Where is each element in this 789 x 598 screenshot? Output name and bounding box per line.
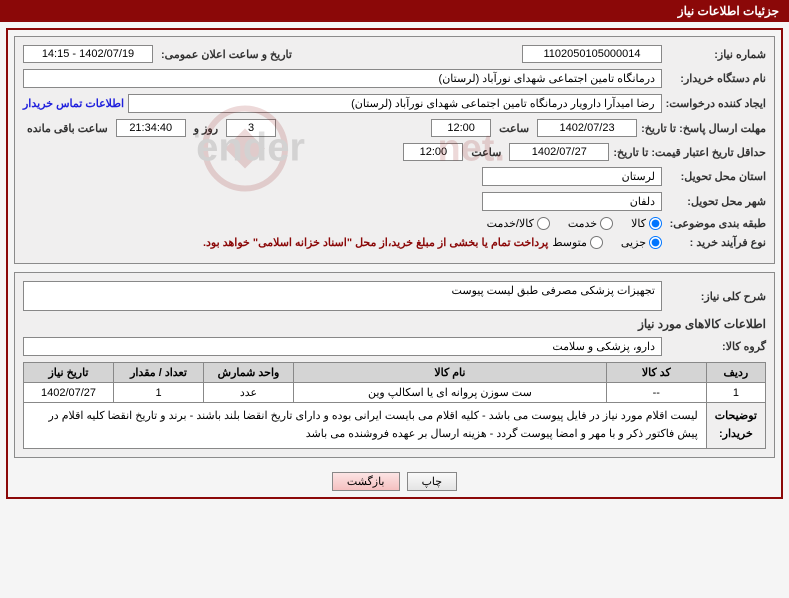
radio-service[interactable]: خدمت xyxy=(568,217,613,230)
countdown-timer: 21:34:40 xyxy=(116,119,186,137)
th-code: کد کالا xyxy=(606,363,706,383)
summary-label: شرح کلی نیاز: xyxy=(666,290,766,303)
deadline-label: مهلت ارسال پاسخ: تا تاریخ: xyxy=(641,122,766,135)
info-panel: AriaTender.net شماره نیاز: 1102050105000… xyxy=(14,36,775,264)
contact-link[interactable]: اطلاعات تماس خریدار xyxy=(23,97,124,110)
remaining-label: ساعت باقی مانده xyxy=(23,122,112,135)
radio-gs-input[interactable] xyxy=(537,217,550,230)
valid-time: 12:00 xyxy=(403,143,463,161)
buyer-org-label: نام دستگاه خریدار: xyxy=(666,72,766,85)
need-no: 1102050105000014 xyxy=(522,45,662,63)
th-date: تاریخ نیاز xyxy=(24,363,114,383)
deadline-date: 1402/07/23 xyxy=(537,119,637,137)
buyer-desc-label: توضیحات خریدار: xyxy=(706,403,765,449)
category-radio-group: کالا خدمت کالا/خدمت xyxy=(487,217,662,230)
cell-qty: 1 xyxy=(114,383,204,403)
city: دلفان xyxy=(482,192,662,211)
valid-time-label: ساعت xyxy=(467,146,505,159)
announce-label: تاریخ و ساعت اعلان عمومی: xyxy=(157,48,296,61)
main-container: AriaTender.net شماره نیاز: 1102050105000… xyxy=(6,28,783,499)
need-no-label: شماره نیاز: xyxy=(666,48,766,61)
back-button[interactable]: بازگشت xyxy=(332,472,400,491)
items-table: ردیف کد کالا نام کالا واحد شمارش تعداد /… xyxy=(23,362,766,449)
summary-text: تجهیزات پزشکی مصرفی طبق لیست پیوست xyxy=(23,281,662,311)
radio-medium[interactable]: متوسط xyxy=(552,236,603,249)
summary-panel: شرح کلی نیاز: تجهیزات پزشکی مصرفی طبق لی… xyxy=(14,272,775,458)
button-bar: چاپ بازگشت xyxy=(14,466,775,491)
city-label: شهر محل تحویل: xyxy=(666,195,766,208)
print-button[interactable]: چاپ xyxy=(407,472,458,491)
requester-label: ایجاد کننده درخواست: xyxy=(666,97,766,110)
radio-service-input[interactable] xyxy=(600,217,613,230)
buyer-org: درمانگاه تامین اجتماعی شهدای نورآباد (لر… xyxy=(23,69,662,88)
table-row: 1 -- ست سوزن پروانه ای یا اسکالپ وین عدد… xyxy=(24,383,766,403)
requester: رضا امیدآرا دارویار درمانگاه تامین اجتما… xyxy=(128,94,662,113)
deadline-time-label: ساعت xyxy=(495,122,533,135)
radio-goods-service[interactable]: کالا/خدمت xyxy=(487,217,550,230)
th-name: نام کالا xyxy=(294,363,607,383)
process-label: نوع فرآیند خرید : xyxy=(666,236,766,249)
province-label: استان محل تحویل: xyxy=(666,170,766,183)
cell-unit: عدد xyxy=(204,383,294,403)
items-section-title: اطلاعات کالاهای مورد نیاز xyxy=(23,317,766,331)
cell-name: ست سوزن پروانه ای یا اسکالپ وین xyxy=(294,383,607,403)
th-unit: واحد شمارش xyxy=(204,363,294,383)
buyer-desc: لیست اقلام مورد نیاز در فایل پیوست می با… xyxy=(24,403,707,449)
radio-partial[interactable]: جزیی xyxy=(621,236,662,249)
valid-date: 1402/07/27 xyxy=(509,143,609,161)
radio-medium-input[interactable] xyxy=(590,236,603,249)
category-label: طبقه بندی موضوعی: xyxy=(666,217,766,230)
days-remaining: 3 xyxy=(226,119,276,137)
group-label: گروه کالا: xyxy=(666,340,766,353)
th-row: ردیف xyxy=(706,363,765,383)
group-value: دارو، پزشکی و سلامت xyxy=(23,337,662,356)
deadline-time: 12:00 xyxy=(431,119,491,137)
cell-date: 1402/07/27 xyxy=(24,383,114,403)
province: لرستان xyxy=(482,167,662,186)
page-header: جزئیات اطلاعات نیاز xyxy=(0,0,789,22)
radio-partial-input[interactable] xyxy=(649,236,662,249)
process-radio-group: جزیی متوسط xyxy=(552,236,662,249)
radio-goods[interactable]: کالا xyxy=(631,217,662,230)
days-label: روز و xyxy=(190,122,222,135)
desc-row: توضیحات خریدار: لیست اقلام مورد نیاز در … xyxy=(24,403,766,449)
cell-row: 1 xyxy=(706,383,765,403)
announce-datetime: 1402/07/19 - 14:15 xyxy=(23,45,153,63)
payment-note: پرداخت تمام یا بخشی از مبلغ خرید،از محل … xyxy=(203,236,548,249)
cell-code: -- xyxy=(606,383,706,403)
th-qty: تعداد / مقدار xyxy=(114,363,204,383)
radio-goods-input[interactable] xyxy=(649,217,662,230)
valid-label: حداقل تاریخ اعتبار قیمت: تا تاریخ: xyxy=(613,146,766,159)
